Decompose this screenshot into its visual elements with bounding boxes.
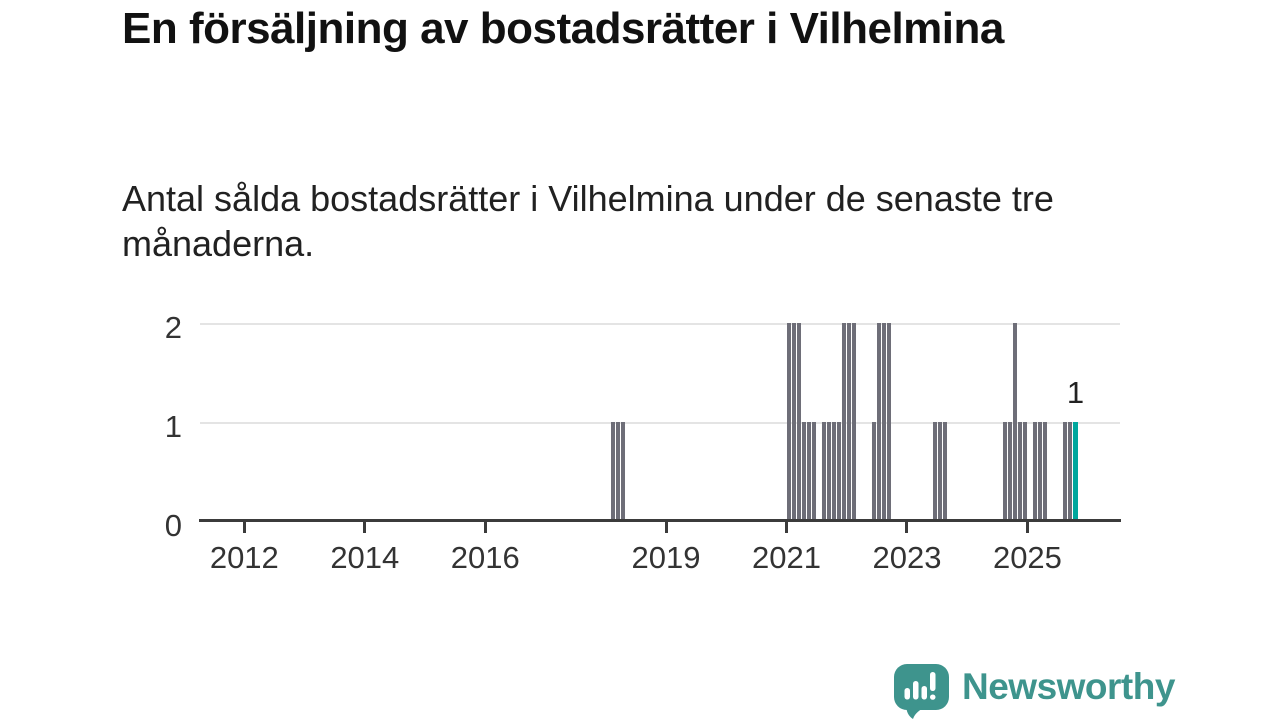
bar: [802, 422, 807, 520]
x-axis-label: 2016: [450, 540, 520, 575]
bar: [832, 422, 837, 520]
x-axis-tick: [483, 522, 487, 533]
bar: [1063, 422, 1068, 520]
x-axis-tick: [784, 522, 788, 533]
bar: [877, 323, 882, 520]
x-axis-label: 2019: [631, 540, 701, 575]
bar: [842, 323, 847, 520]
x-axis-tick: [363, 522, 367, 533]
bar: [937, 422, 942, 520]
x-axis-tick: [905, 522, 909, 533]
y-axis-label: 0: [164, 508, 182, 543]
bar: [872, 422, 877, 520]
bar: [837, 422, 842, 520]
x-axis-label: 2012: [209, 540, 279, 575]
x-axis-label: 2023: [872, 540, 942, 575]
bar: [611, 422, 616, 520]
bar: [887, 323, 892, 520]
bar-chart-plot: 2012 2014 2016 2019 2021 2023 2025 0 1 2 1: [164, 310, 1121, 575]
bar: [792, 323, 796, 520]
bar: [1007, 422, 1012, 520]
x-axis-label: 2014: [330, 540, 400, 575]
y-axis-label: 1: [164, 409, 182, 444]
bar: [882, 323, 887, 520]
bar: [1022, 422, 1027, 520]
latest-value-label: 1: [1066, 375, 1085, 410]
bar: [1043, 422, 1047, 520]
bar: [1002, 422, 1007, 520]
bar: [807, 422, 812, 520]
bar: [822, 422, 827, 520]
bar: [1032, 422, 1037, 520]
y-axis-label: 2: [164, 310, 182, 345]
bar: [1017, 422, 1022, 520]
x-axis-tick: [242, 522, 246, 533]
bar: [786, 323, 791, 520]
newsworthy-brand-name: Newsworthy: [962, 666, 1175, 707]
bar: [827, 422, 832, 520]
x-axis-tick: [664, 522, 668, 533]
gridline: [200, 323, 1120, 325]
chart-subtitle: Antal sålda bostadsrätter i Vilhelmina u…: [122, 178, 1054, 264]
bar: [1012, 323, 1017, 520]
newsworthy-logo-icon: [894, 664, 949, 719]
x-axis-line: [199, 519, 1121, 522]
gridline: [200, 422, 1120, 424]
newsworthy-branding: Newsworthy: [893, 662, 1223, 720]
bar: [847, 323, 852, 520]
x-axis-tick: [1025, 522, 1029, 533]
bar: [942, 422, 947, 520]
highlight-bar: [1072, 422, 1078, 520]
bar: [616, 422, 621, 520]
bar: [1037, 422, 1042, 520]
x-axis-label: 2021: [751, 540, 821, 575]
bar: [812, 422, 817, 520]
bar: [621, 422, 626, 520]
bar: [852, 323, 857, 520]
bar: [932, 422, 937, 520]
x-axis-label: 2025: [992, 540, 1062, 575]
bar: [797, 323, 802, 520]
chart-title: En försäljning av bostadsrätter i Vilhel…: [122, 4, 1004, 53]
bar: [1068, 422, 1073, 520]
